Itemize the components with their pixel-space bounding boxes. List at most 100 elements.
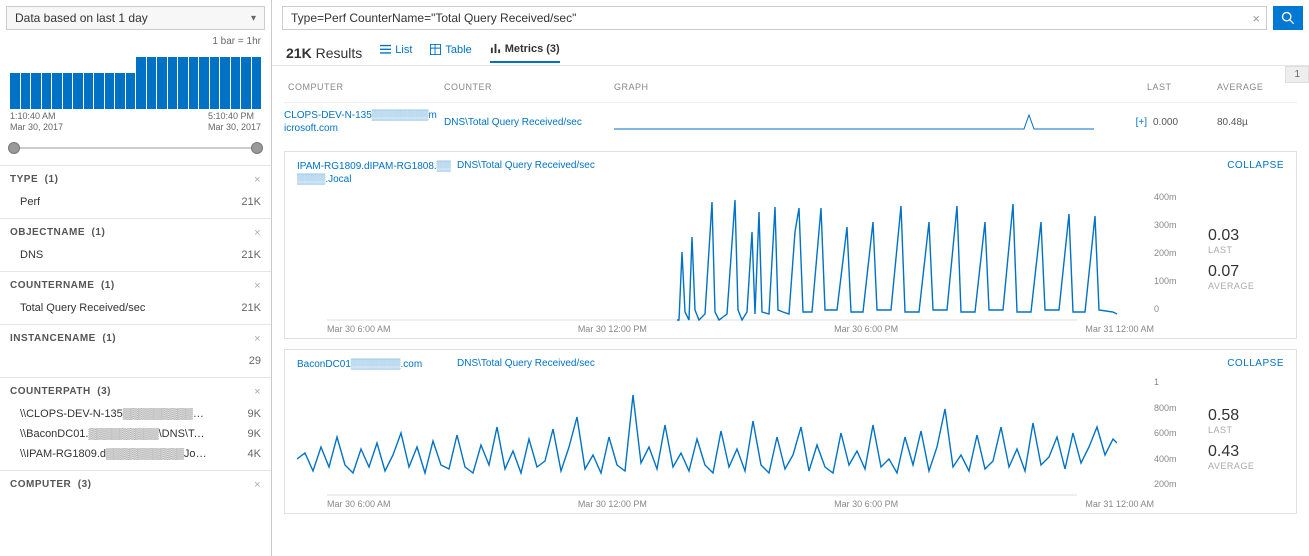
- metric-computer[interactable]: BaconDC01▒▒▒▒▒▒▒.com: [297, 358, 457, 371]
- sparkline-svg: [614, 113, 1094, 131]
- histogram-bar[interactable]: [31, 73, 41, 109]
- facet-title: COUNTERNAME (1): [10, 280, 115, 291]
- stat-avg-value: 0.43: [1208, 443, 1284, 461]
- facet-title: INSTANCENAME (1): [10, 333, 116, 344]
- clear-search-icon[interactable]: ×: [1252, 11, 1260, 26]
- metric-average: 80.48µ: [1217, 117, 1297, 128]
- metric-sparkline: [614, 113, 1130, 131]
- histogram-bar[interactable]: [241, 57, 251, 109]
- facet-row[interactable]: \\IPAM-RG1809.d▒▒▒▒▒▒▒▒▒▒Jocal\D…4K: [10, 444, 261, 464]
- metric-computer[interactable]: CLOPS-DEV-N-135▒▒▒▒▒▒▒▒microsoft.com: [284, 109, 444, 135]
- metrics-icon: [490, 43, 501, 54]
- time-slider[interactable]: [12, 141, 259, 155]
- histogram-bar[interactable]: [220, 57, 230, 109]
- histogram-bar[interactable]: [189, 57, 199, 109]
- histogram-labels: 1:10:40 AM Mar 30, 2017 5:10:40 PM Mar 3…: [0, 109, 271, 137]
- slider-handle-left[interactable]: [8, 142, 20, 154]
- x-axis: Mar 30 6:00 AMMar 30 12:00 PMMar 30 6:00…: [297, 497, 1194, 509]
- facet-row[interactable]: \\BaconDC01.▒▒▒▒▒▒▒▒▒\DNS\Total Query Re…: [10, 424, 261, 444]
- results-content: 1 COMPUTER COUNTER GRAPH LAST AVERAGE CL…: [272, 66, 1309, 556]
- facet-remove-icon[interactable]: ×: [254, 386, 261, 398]
- histo-left-date: Mar 30, 2017: [10, 122, 63, 133]
- histogram-bar[interactable]: [105, 73, 115, 109]
- search-button[interactable]: [1273, 6, 1303, 30]
- facet-row-value: 29: [249, 355, 261, 367]
- facet-remove-icon[interactable]: ×: [254, 227, 261, 239]
- histogram-bar[interactable]: [10, 73, 20, 109]
- histogram-bar[interactable]: [157, 57, 167, 109]
- facet-countername: COUNTERNAME (1) × Total Query Received/sec…: [0, 271, 271, 324]
- facet-row[interactable]: DNS21K: [10, 245, 261, 265]
- metric-counter[interactable]: DNS\Total Query Received/sec: [444, 117, 614, 128]
- metric-counter[interactable]: DNS\Total Query Received/sec: [457, 358, 627, 369]
- histogram-bar[interactable]: [136, 57, 146, 109]
- histogram-bar[interactable]: [115, 73, 125, 109]
- facet-remove-icon[interactable]: ×: [254, 333, 261, 345]
- metric-card: BaconDC01▒▒▒▒▒▒▒.com DNS\Total Query Rec…: [284, 349, 1297, 514]
- tab-metrics[interactable]: Metrics (3): [490, 43, 560, 63]
- y-axis: 400m300m200m100m0: [1154, 192, 1194, 314]
- facet-title: TYPE (1): [10, 174, 58, 185]
- slider-handle-right[interactable]: [251, 142, 263, 154]
- search-input[interactable]: Type=Perf CounterName="Total Query Recei…: [282, 6, 1267, 30]
- histogram-bar[interactable]: [210, 57, 220, 109]
- metric-chart: 1800m600m400m200m Mar 30 6:00 AMMar 30 1…: [297, 377, 1194, 509]
- col-last: LAST: [1147, 82, 1217, 92]
- histogram-bar[interactable]: [199, 57, 209, 109]
- facet-remove-icon[interactable]: ×: [254, 479, 261, 491]
- x-axis: Mar 30 6:00 AMMar 30 12:00 PMMar 30 6:00…: [297, 322, 1194, 334]
- facet-row[interactable]: Perf21K: [10, 192, 261, 212]
- metric-stats: 0.03 LAST 0.07 AVERAGE: [1194, 192, 1284, 334]
- facet-remove-icon[interactable]: ×: [254, 174, 261, 186]
- facet-row-value: 21K: [241, 196, 261, 208]
- facet-remove-icon[interactable]: ×: [254, 280, 261, 292]
- facet-title: COMPUTER (3): [10, 479, 92, 490]
- search-icon: [1281, 11, 1295, 25]
- facet-row[interactable]: \\CLOPS-DEV-N-135▒▒▒▒▒▒▒▒▒▒▒▒▒▒▒\D… 9K: [10, 404, 261, 424]
- time-range-select[interactable]: Data based on last 1 day ▾: [6, 6, 265, 30]
- histogram-bar[interactable]: [63, 73, 73, 109]
- facet-title: OBJECTNAME (1): [10, 227, 105, 238]
- stat-last-label: LAST: [1208, 245, 1284, 255]
- histogram-bar[interactable]: [84, 73, 94, 109]
- column-headers: COMPUTER COUNTER GRAPH LAST AVERAGE: [284, 76, 1297, 102]
- metric-last: 0.000: [1153, 117, 1217, 128]
- metric-computer[interactable]: IPAM-RG1809.dIPAM-RG1808.▒▒▒▒▒▒.Jocal: [297, 160, 457, 186]
- histogram-bar[interactable]: [94, 73, 104, 109]
- histogram-bar[interactable]: [252, 57, 262, 109]
- search-query-text: Type=Perf CounterName="Total Query Recei…: [291, 11, 576, 25]
- facet-row[interactable]: 29: [10, 351, 261, 371]
- facet-row-value: 9K: [248, 408, 261, 420]
- facet-row[interactable]: Total Query Received/sec21K: [10, 298, 261, 318]
- histogram-bar[interactable]: [126, 73, 136, 109]
- col-average: AVERAGE: [1217, 82, 1297, 92]
- facet-row-label: DNS: [20, 249, 43, 261]
- collapse-button[interactable]: COLLAPSE: [1227, 358, 1284, 369]
- tab-list[interactable]: List: [380, 44, 412, 62]
- list-icon: [380, 44, 391, 55]
- page-indicator[interactable]: 1: [1285, 66, 1309, 83]
- histo-right-date: Mar 30, 2017: [208, 122, 261, 133]
- tab-table[interactable]: Table: [430, 44, 471, 62]
- facet-row-value: 9K: [248, 428, 261, 440]
- chevron-down-icon: ▾: [251, 13, 256, 24]
- facet-objectname: OBJECTNAME (1) × DNS21K: [0, 218, 271, 271]
- histogram-bar[interactable]: [42, 73, 52, 109]
- histogram-bar[interactable]: [168, 57, 178, 109]
- histogram-bar[interactable]: [21, 73, 31, 109]
- expand-button[interactable]: [+]: [1136, 117, 1147, 128]
- stat-last-value: 0.58: [1208, 407, 1284, 425]
- col-graph: GRAPH: [614, 82, 1147, 92]
- facet-row-label: \\CLOPS-DEV-N-135▒▒▒▒▒▒▒▒▒▒▒▒▒▒▒\D…: [20, 408, 210, 420]
- time-histogram[interactable]: [0, 49, 271, 109]
- histogram-bar[interactable]: [52, 73, 62, 109]
- facet-counterpath: COUNTERPATH (3) × \\CLOPS-DEV-N-135▒▒▒▒▒▒▒…: [0, 377, 271, 470]
- histo-right-time: 5:10:40 PM: [208, 111, 261, 122]
- metric-counter[interactable]: DNS\Total Query Received/sec: [457, 160, 627, 171]
- collapse-button[interactable]: COLLAPSE: [1227, 160, 1284, 171]
- histogram-bar[interactable]: [231, 57, 241, 109]
- histogram-bar[interactable]: [147, 57, 157, 109]
- histogram-bar[interactable]: [73, 73, 83, 109]
- histogram-bar[interactable]: [178, 57, 188, 109]
- facet-title: COUNTERPATH (3): [10, 386, 111, 397]
